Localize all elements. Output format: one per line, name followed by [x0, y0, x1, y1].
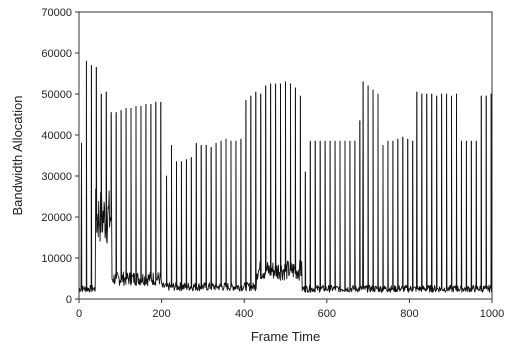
x-tick-label: 800: [400, 308, 418, 320]
x-axis-label: Frame Time: [251, 329, 320, 344]
x-tick-label: 200: [152, 308, 170, 320]
y-tick-label: 20000: [41, 212, 72, 224]
x-tick-label: 400: [235, 308, 253, 320]
x-tick-label: 600: [318, 308, 336, 320]
x-tick-label: 1000: [480, 308, 504, 320]
y-tick-label: 40000: [41, 130, 72, 142]
axes: [75, 11, 493, 303]
y-tick-label: 50000: [41, 89, 72, 101]
y-tick-label: 0: [66, 294, 72, 306]
y-axis-label: Bandwidth Allocation: [10, 96, 25, 216]
y-tick-label: 10000: [41, 253, 72, 265]
y-tick-label: 30000: [41, 171, 72, 183]
y-tick-label: 70000: [41, 7, 72, 19]
plot-frame: [78, 11, 493, 300]
y-tick-label: 60000: [41, 48, 72, 60]
series-layer: [78, 60, 493, 293]
x-tick-label: 0: [76, 308, 82, 320]
labels-layer: 0 10000 20000 30000 40000 50000 60000 70000 0 200…: [10, 7, 504, 344]
